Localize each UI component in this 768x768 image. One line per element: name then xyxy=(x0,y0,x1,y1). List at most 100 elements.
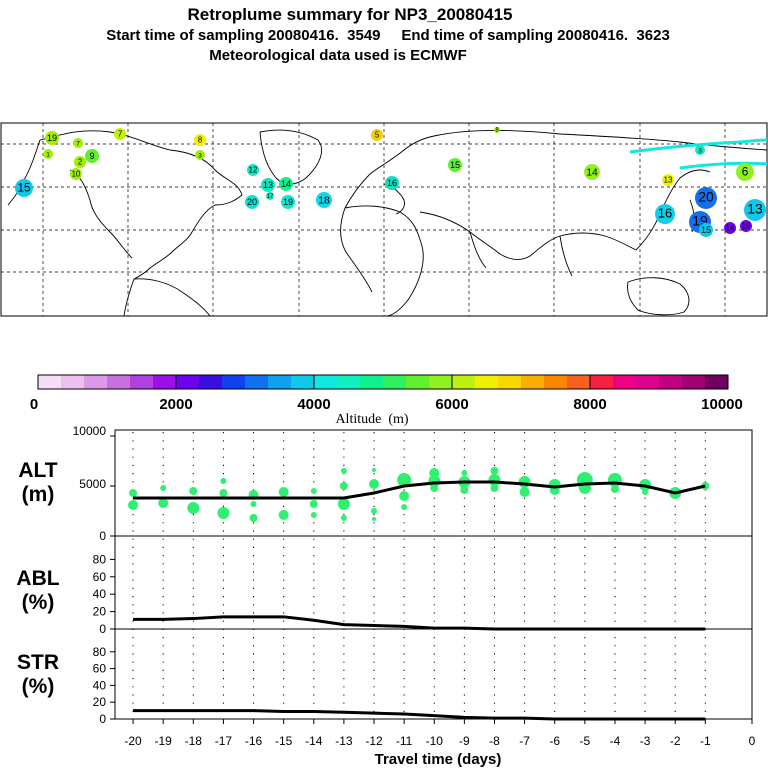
plume-label: 15 xyxy=(17,182,31,195)
colorbar-cell xyxy=(176,375,200,389)
plume-label: 19 xyxy=(47,133,57,143)
alt-ytick: 10000 xyxy=(73,424,107,438)
plume-dot xyxy=(281,195,295,209)
plume-dot xyxy=(43,149,53,159)
colorbar-cell xyxy=(38,375,62,389)
alt-point xyxy=(430,484,439,492)
alt-point xyxy=(340,515,347,521)
x-tick-label: -11 xyxy=(396,734,413,748)
plume-label: 1 xyxy=(46,151,50,158)
plume-label: 13 xyxy=(263,180,273,190)
map-gridlines xyxy=(1,123,767,316)
colorbar-cell xyxy=(360,375,384,389)
alt-mean-line xyxy=(133,480,706,500)
plume-dot xyxy=(448,158,462,172)
alt-point xyxy=(310,488,317,494)
plume-dot xyxy=(494,127,500,133)
plume-dot xyxy=(261,178,275,192)
sampling-times: Start time of sampling 20080416. 3549 En… xyxy=(106,27,670,44)
str-ytick: 60 xyxy=(93,662,107,676)
plume-label: 6 xyxy=(742,166,749,179)
x-tick-label: -3 xyxy=(640,734,651,748)
colorbar-cell xyxy=(705,375,729,389)
plume-dot xyxy=(584,164,600,180)
alt-point xyxy=(250,501,257,507)
plume-dot xyxy=(74,156,86,168)
alt-panel-label: ALT xyxy=(18,459,57,482)
plume-label: 13 xyxy=(664,176,673,185)
x-tick-label: -10 xyxy=(426,734,444,748)
plume-label: 13 xyxy=(747,201,763,217)
alt-point xyxy=(340,468,347,474)
x-tick-label: -9 xyxy=(459,734,470,748)
x-tick-label: -15 xyxy=(275,734,293,748)
colorbar-cell xyxy=(84,375,108,389)
x-tick-label: -17 xyxy=(215,734,233,748)
plume-dot xyxy=(70,168,82,180)
alt-point xyxy=(490,467,499,475)
plume-dot xyxy=(736,163,754,181)
colorbar-cell xyxy=(406,375,430,389)
alt-point xyxy=(399,491,410,501)
plume-label: 20 xyxy=(698,189,714,205)
plume-label: 8 xyxy=(198,136,202,145)
alt-point xyxy=(401,504,408,510)
colorbar-cell xyxy=(498,375,522,389)
alt-point xyxy=(642,489,649,495)
x-tick-label: -2 xyxy=(670,734,681,748)
abl-line xyxy=(133,615,706,631)
colorbar-tick: 2000 xyxy=(159,396,192,413)
plume-dot xyxy=(245,195,259,209)
colorbar-cell xyxy=(222,375,246,389)
abl-ytick: 60 xyxy=(93,570,107,584)
plume-label: 10 xyxy=(72,170,81,179)
str-ytick: 0 xyxy=(99,712,106,726)
plume-dot xyxy=(194,134,206,146)
abl-ytick: 40 xyxy=(93,587,107,601)
x-tick-label: -12 xyxy=(365,734,383,748)
x-tick-label: -20 xyxy=(124,734,142,748)
x-axis-label: Travel time (days) xyxy=(375,751,502,768)
plume-label: 20 xyxy=(247,197,257,207)
plume-label: 3 xyxy=(198,152,202,159)
alt-point xyxy=(158,498,169,508)
alt-point xyxy=(518,476,531,488)
abl-panel-unit: (%) xyxy=(22,591,55,614)
alt-point xyxy=(397,473,412,487)
plume-label: 15 xyxy=(701,225,711,235)
altitude-colorbar: 0 2000 4000 6000 8000 10000 Altitude (m) xyxy=(30,374,743,427)
colorbar-cells xyxy=(38,375,729,389)
alt-point xyxy=(220,478,227,484)
str-series xyxy=(133,709,706,721)
str-ytick: 20 xyxy=(93,695,107,709)
coastlines xyxy=(7,129,768,317)
alt-point xyxy=(128,500,139,510)
x-tick-label: -16 xyxy=(245,734,263,748)
x-tick-label: -13 xyxy=(335,734,353,748)
alt-point xyxy=(309,500,318,508)
plume-dot xyxy=(316,192,332,208)
alt-point xyxy=(460,486,469,494)
abl-series xyxy=(133,615,706,631)
abl-ytick: 80 xyxy=(93,552,107,566)
x-tick-label: -4 xyxy=(610,734,621,748)
str-line xyxy=(133,709,706,721)
plume-label: 2 xyxy=(78,158,82,167)
plume-label: 14 xyxy=(726,224,735,233)
colorbar-cell xyxy=(544,375,568,389)
str-ytick: 40 xyxy=(93,678,107,692)
plume-label: 19 xyxy=(283,197,293,207)
plume-track xyxy=(629,138,768,170)
alt-ytick: 5000 xyxy=(79,477,106,491)
time-series-panels: ALT (m) ABL (%) STR (%) 10000 5000 0 80 6… xyxy=(16,424,755,768)
x-tick-label: -19 xyxy=(155,734,173,748)
plume-label: 16 xyxy=(387,178,397,188)
plume-dot xyxy=(195,150,205,160)
alt-point xyxy=(369,479,380,489)
colorbar-label: Altitude (m) xyxy=(335,412,408,427)
colorbar-cell xyxy=(153,375,177,389)
alt-point xyxy=(160,485,167,491)
plume-label: 17 xyxy=(267,194,274,200)
